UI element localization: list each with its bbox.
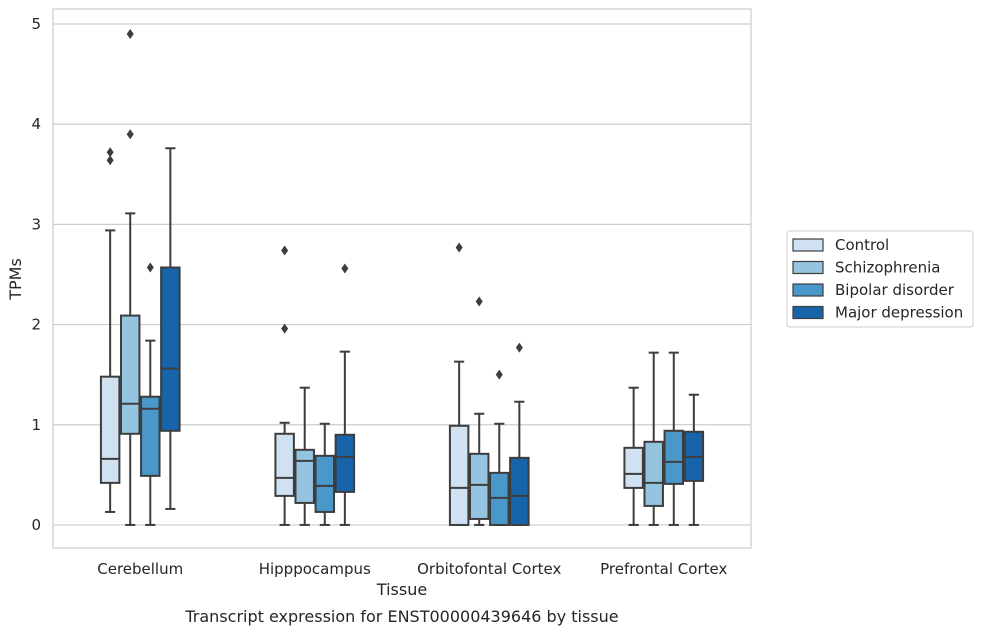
x-tick-label: Hipppocampus	[259, 560, 371, 578]
outlier-point	[106, 147, 114, 158]
legend-item: Control	[792, 236, 889, 254]
legend: Control Schizophrenia Bipolar disorder Majo…	[786, 230, 974, 328]
outlier-point	[495, 369, 503, 380]
outlier-point	[106, 155, 114, 166]
box-iqr	[489, 471, 510, 526]
outlier-point	[475, 296, 483, 307]
y-tick-label: 4	[31, 115, 41, 133]
box-iqr	[623, 446, 644, 489]
outlier-point	[146, 262, 154, 273]
legend-swatch	[792, 260, 824, 275]
box-iqr	[314, 454, 336, 513]
legend-label: Bipolar disorder	[835, 281, 955, 299]
box-iqr	[119, 314, 141, 435]
box-iqr	[663, 429, 685, 485]
box-2-0	[448, 242, 470, 526]
box-iqr	[509, 456, 530, 526]
y-tick-label: 2	[31, 316, 41, 334]
box-0-3	[160, 147, 181, 510]
plot-area	[99, 29, 705, 526]
box-iqr	[468, 452, 490, 520]
legend-label: Major depression	[835, 304, 963, 322]
legend-item: Bipolar disorder	[792, 281, 955, 299]
box-1-2	[314, 422, 336, 526]
box-0-0	[99, 147, 121, 513]
box-iqr	[448, 424, 470, 526]
box-iqr	[140, 395, 161, 477]
legend-swatch	[792, 238, 824, 252]
box-iqr	[160, 266, 181, 432]
box-iqr	[294, 448, 315, 504]
legend-label: Schizophrenia	[835, 259, 940, 277]
box-iqr	[334, 433, 356, 493]
box-3-2	[663, 351, 685, 526]
y-tick-label: 3	[31, 215, 41, 233]
y-tick-label: 5	[31, 15, 41, 33]
outlier-point	[341, 263, 349, 274]
x-tick-label: Orbitofontal Cortex	[417, 560, 561, 578]
legend-item: Major depression	[792, 304, 963, 322]
y-axis-label: TPMs	[6, 258, 25, 301]
box-0-2	[140, 262, 161, 526]
outlier-point	[515, 342, 523, 353]
outlier-point	[126, 29, 134, 40]
x-tick-label: Prefrontal Cortex	[600, 560, 727, 578]
box-3-3	[683, 393, 705, 526]
y-axis-ticks: 0 1 2 3 4 5	[31, 15, 41, 534]
box-iqr	[99, 375, 121, 484]
legend-swatch	[792, 283, 824, 297]
outlier-point	[455, 242, 463, 253]
outlier-point	[281, 323, 289, 334]
chart-caption: Transcript expression for ENST0000043964…	[184, 607, 618, 626]
box-1-0	[274, 245, 295, 526]
outlier-point	[281, 245, 289, 256]
box-3-1	[643, 351, 664, 526]
x-axis-ticks: Cerebellum Hipppocampus Orbitofontal Corte…	[97, 560, 727, 578]
legend-item: Schizophrenia	[792, 259, 940, 277]
box-iqr	[274, 432, 295, 497]
box-1-3	[334, 263, 356, 526]
box-1-1	[294, 386, 315, 526]
y-tick-label: 1	[31, 416, 41, 434]
box-2-2	[489, 369, 510, 526]
outlier-point	[126, 129, 134, 140]
x-axis-label: Tissue	[376, 580, 427, 599]
y-tick-label: 0	[31, 516, 41, 534]
box-0-1	[119, 29, 141, 526]
legend-swatch	[792, 305, 824, 320]
box-2-1	[468, 296, 490, 526]
box-2-3	[509, 342, 530, 526]
legend-frame	[786, 230, 974, 328]
box-3-0	[623, 386, 644, 526]
box-iqr	[643, 440, 664, 507]
plot-frame	[52, 8, 752, 549]
legend-label: Control	[835, 236, 889, 254]
x-tick-label: Cerebellum	[97, 560, 183, 578]
